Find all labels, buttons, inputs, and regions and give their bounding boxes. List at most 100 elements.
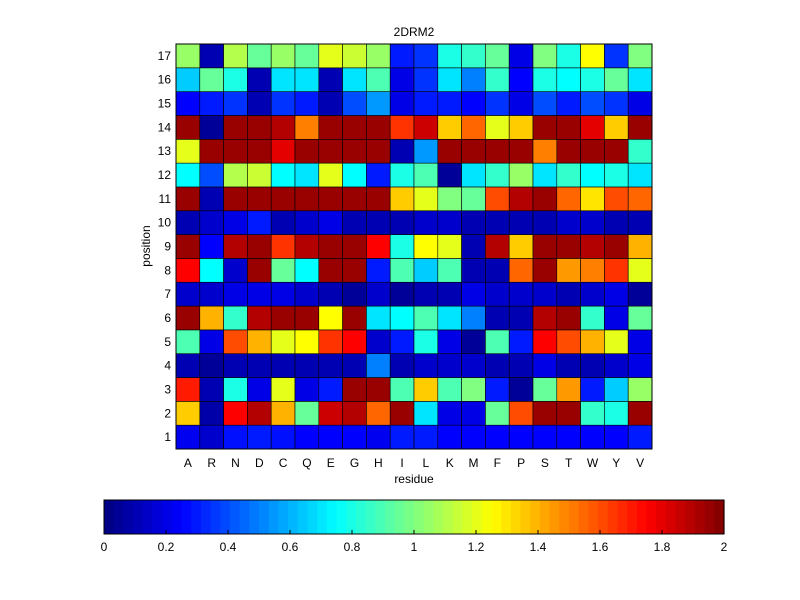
heatmap-cell: [342, 91, 367, 116]
colorbar-segment: [229, 500, 241, 534]
heatmap-cell: [223, 115, 248, 140]
heatmap-cell: [604, 138, 629, 164]
heatmap-cell: [485, 401, 510, 426]
colorbar-segment: [249, 500, 260, 534]
heatmap-cell: [199, 67, 224, 92]
heatmap-cell: [366, 138, 391, 164]
heatmap-cell: [294, 377, 320, 402]
heatmap-cell: [485, 186, 510, 212]
y-axis-label: position: [139, 225, 153, 266]
heatmap-cell: [318, 162, 343, 188]
heatmap-cell: [318, 353, 343, 378]
heatmap-cell: [508, 377, 534, 402]
heatmap-cell: [389, 210, 415, 235]
heatmap-cell: [366, 377, 391, 402]
colorbar-segment: [510, 500, 522, 534]
heatmap-cell: [532, 305, 558, 331]
colorbar-segment: [355, 500, 367, 534]
heatmap-cell: [318, 138, 343, 164]
heatmap-cell: [437, 377, 462, 402]
y-tick-label: 11: [159, 192, 172, 206]
heatmap-cell: [580, 210, 605, 235]
colorbar-tick-label: 0.2: [158, 540, 175, 554]
colorbar-segment: [665, 500, 677, 534]
heatmap-cell: [437, 115, 462, 140]
heatmap-cell: [247, 281, 272, 307]
heatmap-cell: [175, 305, 201, 331]
colorbar-segment: [191, 500, 202, 534]
heatmap-cell: [223, 138, 248, 164]
heatmap-cell: [294, 329, 320, 355]
heatmap-cell: [199, 329, 224, 355]
heatmap-cell: [413, 353, 439, 378]
heatmap-cell: [461, 67, 486, 92]
heatmap-cell: [294, 138, 320, 164]
colorbar-segment: [530, 500, 541, 534]
heatmap-cell: [627, 377, 653, 402]
heatmap-cell: [175, 353, 201, 378]
heatmap-cell: [485, 281, 510, 307]
heatmap-cell: [532, 186, 558, 212]
heatmap-cell: [556, 424, 581, 450]
heatmap-cell: [199, 186, 224, 212]
heatmap-cell: [270, 162, 296, 188]
colorbar: [104, 500, 725, 534]
colorbar-segment: [646, 500, 657, 534]
heatmap-cell: [318, 186, 343, 212]
heatmap-cell: [461, 162, 486, 188]
heatmap-cell: [223, 43, 248, 69]
heatmap-cell: [223, 424, 248, 450]
heatmap-cell: [604, 305, 629, 331]
heatmap-cell: [270, 234, 296, 259]
colorbar-segment: [210, 500, 221, 534]
y-tick-label: 1: [164, 430, 171, 444]
heatmap-cell: [532, 91, 558, 116]
heatmap-cells: [175, 43, 653, 450]
heatmap-cell: [437, 329, 462, 355]
heatmap-cell: [508, 186, 534, 212]
heatmap-cell: [199, 91, 224, 116]
heatmap-cell: [627, 234, 653, 259]
heatmap-cell: [580, 401, 605, 426]
heatmap-cell: [556, 43, 581, 69]
heatmap-cell: [485, 115, 510, 140]
heatmap-cell: [604, 424, 629, 450]
colorbar-segment: [123, 500, 134, 534]
heatmap-cell: [223, 377, 248, 402]
heatmap-cell: [366, 162, 391, 188]
colorbar-segment: [394, 500, 405, 534]
heatmap-cell: [318, 329, 343, 355]
heatmap-cell: [437, 210, 462, 235]
y-tick-label: 16: [158, 73, 172, 87]
heatmap-cell: [532, 115, 558, 140]
colorbar-segment: [239, 500, 250, 534]
heatmap-cell: [223, 329, 248, 355]
colorbar-segment: [288, 500, 299, 534]
heatmap-cell: [294, 67, 320, 92]
heatmap-cell: [532, 424, 558, 450]
heatmap-cell: [389, 91, 415, 116]
heatmap-cell: [270, 258, 296, 283]
heatmap-cell: [437, 234, 462, 259]
heatmap-cell: [366, 115, 391, 140]
x-tick-label: W: [587, 456, 599, 470]
heatmap-cell: [389, 43, 415, 69]
heatmap-cell: [270, 138, 296, 164]
heatmap-cell: [556, 281, 581, 307]
heatmap-cell: [175, 210, 201, 235]
heatmap-cell: [389, 424, 415, 450]
colorbar-segment: [326, 500, 338, 534]
heatmap-cell: [508, 281, 534, 307]
heatmap-cell: [199, 210, 224, 235]
heatmap-cell: [508, 210, 534, 235]
heatmap-cell: [556, 377, 581, 402]
colorbar-tick-label: 1.6: [592, 540, 609, 554]
x-tick-label: M: [469, 456, 479, 470]
heatmap-cell: [389, 258, 415, 283]
heatmap-cell: [437, 258, 462, 283]
heatmap-cell: [342, 424, 367, 450]
heatmap-cell: [627, 353, 653, 378]
heatmap-cell: [604, 258, 629, 283]
heatmap-cell: [580, 329, 605, 355]
